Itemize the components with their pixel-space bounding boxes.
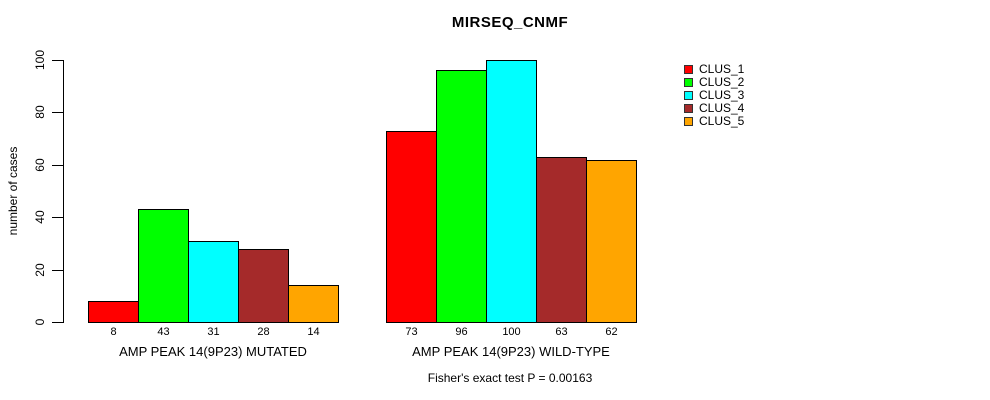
group-label: AMP PEAK 14(9P23) WILD-TYPE <box>412 344 610 359</box>
bar-value-label: 14 <box>307 326 320 338</box>
y-axis-tick-label: 20 <box>33 263 47 277</box>
bar-clus_4-group2 <box>536 157 587 323</box>
legend-label: CLUS_3 <box>699 87 745 102</box>
y-axis-tick-label: 80 <box>33 105 47 119</box>
bar-clus_2-group2 <box>436 70 487 323</box>
y-axis-title: number of cases <box>6 146 20 236</box>
y-axis-tick <box>52 112 63 113</box>
bar-clus_2-group1 <box>138 209 189 323</box>
legend-item-clus_4: CLUS_4 <box>684 100 745 115</box>
bar-clus_3-group2 <box>486 60 537 323</box>
y-axis-tick <box>52 60 63 61</box>
y-axis-tick <box>52 165 63 166</box>
legend-item-clus_1: CLUS_1 <box>684 61 745 76</box>
bar-clus_5-group1 <box>288 285 339 323</box>
bar-value-label: 31 <box>207 326 220 338</box>
bar-value-label: 96 <box>455 326 468 338</box>
bar-value-label: 43 <box>157 326 170 338</box>
bar-clus_1-group1 <box>88 301 139 323</box>
y-axis-tick <box>52 322 63 323</box>
legend-swatch <box>684 64 693 74</box>
y-axis-line <box>63 60 64 323</box>
y-axis-tick-label: 0 <box>33 318 47 326</box>
bar-value-label: 62 <box>605 326 618 338</box>
bar-value-label: 8 <box>110 326 117 338</box>
bar-clus_4-group1 <box>238 249 289 323</box>
bar-value-label: 73 <box>405 326 418 338</box>
bar-value-label: 28 <box>257 326 270 338</box>
y-axis-tick-label: 60 <box>33 158 47 172</box>
legend-label: CLUS_1 <box>699 61 745 76</box>
bar-clus_3-group1 <box>188 241 239 323</box>
legend-item-clus_5: CLUS_5 <box>684 113 745 128</box>
chart-title: MIRSEQ_CNMF <box>451 14 569 31</box>
bar-clus_5-group2 <box>586 160 637 323</box>
bar-clus_1-group2 <box>386 131 437 323</box>
y-axis-tick <box>52 217 63 218</box>
bar-value-label: 100 <box>502 326 521 338</box>
legend-label: CLUS_5 <box>699 113 745 128</box>
legend-swatch <box>684 116 693 126</box>
legend-swatch <box>684 77 693 87</box>
legend-swatch <box>684 90 693 100</box>
fisher-test-annotation: Fisher's exact test P = 0.00163 <box>427 371 593 385</box>
legend: CLUS_1 CLUS_2 CLUS_3 CLUS_4 CLUS_5 <box>684 61 745 128</box>
legend-swatch <box>684 103 693 113</box>
legend-item-clus_3: CLUS_3 <box>684 87 745 102</box>
bar-value-label: 63 <box>555 326 568 338</box>
legend-item-clus_2: CLUS_2 <box>684 74 745 89</box>
y-axis-tick-label: 40 <box>33 210 47 224</box>
y-axis-tick-label: 100 <box>33 49 47 71</box>
y-axis-tick <box>52 270 63 271</box>
legend-label: CLUS_2 <box>699 74 745 89</box>
group-label: AMP PEAK 14(9P23) MUTATED <box>119 344 307 359</box>
legend-label: CLUS_4 <box>699 100 745 115</box>
